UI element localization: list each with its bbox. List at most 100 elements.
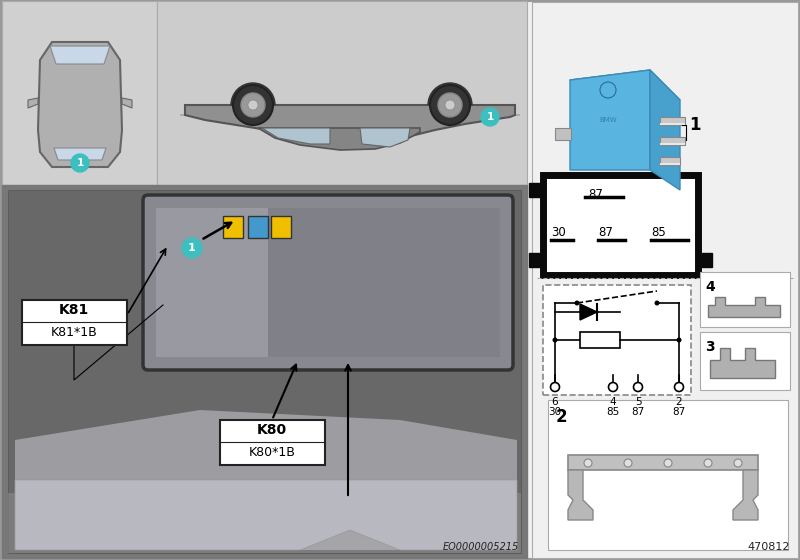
- Circle shape: [609, 382, 618, 391]
- Circle shape: [233, 85, 273, 125]
- Text: K80*1B: K80*1B: [249, 446, 295, 460]
- Bar: [532, 2, 798, 558]
- Text: 2: 2: [556, 408, 568, 426]
- Circle shape: [674, 382, 683, 391]
- Text: 87: 87: [598, 226, 613, 240]
- Polygon shape: [650, 70, 680, 190]
- Polygon shape: [258, 128, 420, 150]
- Text: 1: 1: [76, 158, 84, 168]
- Text: 1: 1: [486, 112, 494, 122]
- Bar: [580, 332, 620, 348]
- Text: K81: K81: [59, 303, 89, 317]
- Circle shape: [248, 100, 258, 110]
- Polygon shape: [15, 480, 517, 550]
- Circle shape: [704, 459, 712, 467]
- Bar: [271, 216, 291, 238]
- Text: 4: 4: [705, 280, 714, 294]
- Text: 30: 30: [549, 407, 562, 417]
- Bar: [660, 143, 685, 145]
- Bar: [8, 190, 521, 553]
- Bar: [548, 400, 788, 550]
- Bar: [660, 163, 680, 165]
- Circle shape: [182, 238, 202, 258]
- Text: BMW: BMW: [599, 117, 617, 123]
- Bar: [660, 157, 680, 165]
- Text: 6: 6: [552, 397, 558, 407]
- Text: K80: K80: [257, 423, 287, 437]
- Bar: [660, 137, 685, 145]
- Bar: [248, 216, 268, 238]
- Wedge shape: [428, 83, 472, 105]
- FancyBboxPatch shape: [143, 195, 513, 370]
- Text: 4: 4: [610, 397, 616, 407]
- Polygon shape: [570, 70, 650, 170]
- Polygon shape: [580, 304, 597, 320]
- Polygon shape: [15, 410, 517, 550]
- Bar: [2, 185, 527, 558]
- Polygon shape: [360, 128, 410, 147]
- Circle shape: [445, 100, 455, 110]
- Circle shape: [624, 459, 632, 467]
- Bar: [223, 216, 243, 238]
- Polygon shape: [54, 148, 106, 160]
- Circle shape: [584, 459, 592, 467]
- Text: 85: 85: [651, 226, 666, 240]
- Circle shape: [634, 382, 642, 391]
- Bar: [22, 300, 127, 345]
- Polygon shape: [568, 470, 593, 520]
- Bar: [156, 208, 500, 357]
- Bar: [157, 1, 527, 185]
- Circle shape: [553, 338, 558, 343]
- Polygon shape: [570, 70, 680, 110]
- Text: 3: 3: [705, 340, 714, 354]
- Bar: [543, 285, 691, 395]
- Polygon shape: [50, 46, 110, 64]
- Bar: [660, 117, 685, 125]
- Circle shape: [71, 154, 89, 172]
- Text: 1: 1: [188, 243, 196, 253]
- Bar: [700, 332, 790, 390]
- Polygon shape: [28, 98, 38, 108]
- Text: 2: 2: [676, 397, 682, 407]
- Wedge shape: [231, 83, 275, 105]
- Text: 87: 87: [631, 407, 645, 417]
- Circle shape: [481, 108, 499, 126]
- Polygon shape: [708, 297, 780, 317]
- Text: 87: 87: [672, 407, 686, 417]
- Polygon shape: [710, 348, 775, 378]
- Polygon shape: [262, 128, 330, 144]
- Bar: [698, 253, 712, 267]
- Polygon shape: [180, 114, 520, 116]
- Bar: [555, 128, 571, 140]
- Text: 87: 87: [588, 189, 603, 202]
- Circle shape: [574, 301, 579, 306]
- Circle shape: [550, 382, 559, 391]
- Circle shape: [677, 338, 682, 343]
- Bar: [660, 123, 685, 125]
- Circle shape: [241, 93, 265, 117]
- Circle shape: [430, 85, 470, 125]
- Text: 5: 5: [634, 397, 642, 407]
- Circle shape: [654, 301, 659, 306]
- Bar: [2, 1, 157, 185]
- Bar: [529, 253, 543, 267]
- Bar: [568, 455, 758, 470]
- Circle shape: [438, 93, 462, 117]
- Polygon shape: [38, 42, 122, 167]
- Text: K81*1B: K81*1B: [50, 326, 98, 339]
- Bar: [543, 175, 698, 275]
- Polygon shape: [733, 470, 758, 520]
- Polygon shape: [156, 208, 268, 357]
- Text: 1: 1: [690, 116, 701, 134]
- Text: EO0000005215: EO0000005215: [442, 542, 519, 552]
- Text: 470812: 470812: [747, 542, 790, 552]
- Text: 30: 30: [551, 226, 566, 240]
- Bar: [220, 420, 325, 465]
- Polygon shape: [122, 98, 132, 108]
- Text: 85: 85: [606, 407, 620, 417]
- Circle shape: [664, 459, 672, 467]
- Bar: [700, 272, 790, 327]
- Bar: [529, 183, 543, 197]
- Circle shape: [734, 459, 742, 467]
- Polygon shape: [185, 105, 515, 142]
